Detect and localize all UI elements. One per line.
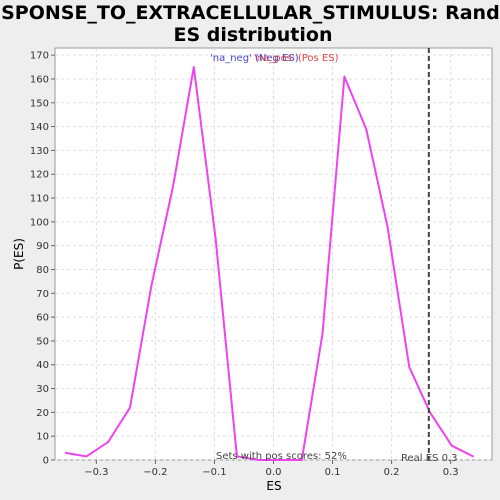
es-density-point <box>192 66 195 68</box>
y-tick-label: 40 <box>36 360 49 371</box>
y-tick-label: 50 <box>36 336 49 347</box>
y-tick-label: 130 <box>30 146 49 157</box>
es-density-point <box>257 459 260 461</box>
x-tick-label: −0.3 <box>84 467 108 478</box>
es-density-point <box>64 451 67 454</box>
es-density-point <box>450 444 453 447</box>
y-tick-label: 0 <box>43 456 49 467</box>
x-tick-label: −0.2 <box>143 467 167 478</box>
x-tick-label: −0.1 <box>202 467 226 478</box>
y-tick-label: 160 <box>30 74 49 85</box>
y-tick-label: 90 <box>36 241 49 252</box>
es-density-point <box>343 75 346 78</box>
y-tick-label: 150 <box>30 98 49 109</box>
chart-title-line-2: ES distribution <box>174 24 333 46</box>
y-tick-label: 60 <box>36 313 49 324</box>
series-layer <box>64 66 475 461</box>
y-tick-label: 110 <box>30 194 49 205</box>
es-density-point <box>172 185 175 188</box>
x-tick-label: 0.0 <box>266 467 282 478</box>
es-density-point <box>321 332 324 335</box>
y-tick-label: 100 <box>30 217 49 228</box>
es-density-point <box>300 459 303 461</box>
es-density-point <box>408 366 411 369</box>
y-tick-label: 20 <box>36 408 49 419</box>
x-axis-ticks: −0.3 −0.2 −0.1 0.0 0.1 0.2 0.3 <box>84 460 459 478</box>
es-density-point <box>85 455 88 458</box>
legend-entry-pos: 'na_pos' (Pos ES) <box>254 53 339 64</box>
es-density-point <box>235 455 238 458</box>
y-tick-label: 140 <box>30 122 49 133</box>
es-density-point <box>150 285 153 288</box>
es-density-line <box>65 66 474 461</box>
es-density-point <box>279 459 282 461</box>
y-tick-label: 70 <box>36 289 49 300</box>
y-tick-label: 10 <box>36 432 49 443</box>
es-density-point <box>365 128 368 130</box>
es-density-point <box>107 441 110 444</box>
x-axis-label: ES <box>266 479 281 493</box>
y-tick-label: 80 <box>36 265 49 276</box>
es-density-point <box>129 406 131 409</box>
legend-entry-neg: 'na_neg' (Neg ES) <box>210 53 299 64</box>
chart-title-line-1: RESPONSE_TO_EXTRACELLULAR_STIMULUS: Rand… <box>0 2 500 24</box>
y-tick-label: 120 <box>30 170 49 181</box>
y-tick-label: 170 <box>30 51 49 62</box>
real-es-label: Real ES 0.3 <box>401 453 457 464</box>
es-density-point <box>472 455 475 458</box>
es-density-point <box>386 225 389 228</box>
y-tick-label: 30 <box>36 384 49 395</box>
y-axis-label: P(ES) <box>12 238 26 270</box>
y-axis-ticks: 0 10 20 30 40 50 60 70 80 90 100 110 120 130 140 150 160… <box>30 51 55 467</box>
es-density-point <box>214 237 217 240</box>
pos-scores-annotation: Sets with pos scores: 52% <box>216 451 347 462</box>
x-tick-label: 0.1 <box>325 467 341 478</box>
x-tick-label: 0.3 <box>443 467 459 478</box>
x-tick-label: 0.2 <box>384 467 400 478</box>
